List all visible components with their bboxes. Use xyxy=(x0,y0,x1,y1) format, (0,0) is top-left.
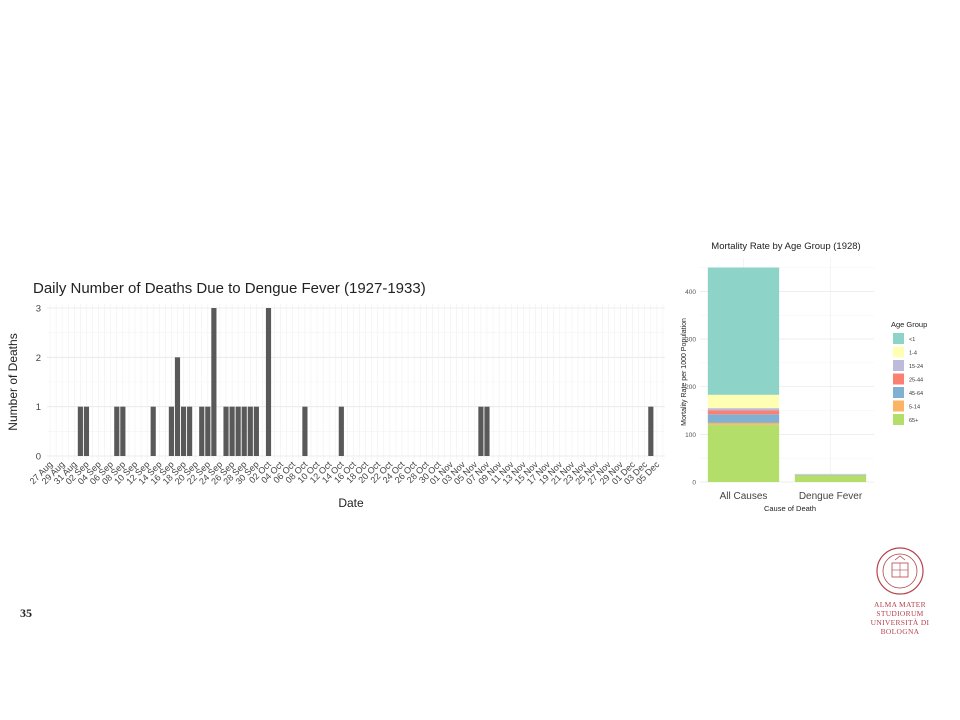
legend-label: 25-44 xyxy=(909,378,923,384)
legend-swatch xyxy=(893,333,904,344)
daily-death-bar xyxy=(180,406,187,456)
daily-death-bar xyxy=(241,406,247,456)
y-tick-label: 0 xyxy=(36,452,41,463)
mortality-by-age-chart: Mortality Rate by Age Group (1928) Morta… xyxy=(681,241,927,513)
mortality-chart-ylabel: Mortality Rate per 1000 Population xyxy=(681,318,688,426)
legend-label: 45-64 xyxy=(909,391,923,397)
legend-label: 65+ xyxy=(909,418,918,424)
daily-death-bar xyxy=(83,406,90,456)
y-tick-label: 2 xyxy=(36,353,41,364)
daily-death-bar xyxy=(302,406,308,456)
daily-death-bar xyxy=(235,406,241,456)
stacked-segment xyxy=(707,394,780,409)
legend-swatch xyxy=(893,346,904,358)
page-number: 35 xyxy=(20,606,32,620)
daily-chart-xlabel: Date xyxy=(338,496,364,510)
daily-death-bar xyxy=(648,406,654,456)
daily-death-bar xyxy=(223,406,229,456)
y-tick-label: 0 xyxy=(692,480,696,487)
daily-death-bar xyxy=(168,406,174,456)
legend-label: <1 xyxy=(909,337,915,343)
daily-death-bar xyxy=(150,406,156,456)
daily-deaths-chart: Daily Number of Deaths Due to Dengue Fev… xyxy=(6,280,665,510)
stacked-segment xyxy=(794,475,867,482)
daily-death-bar xyxy=(120,406,126,456)
daily-chart-grid xyxy=(47,304,665,460)
stacked-segment xyxy=(707,267,780,395)
mortality-chart-xticks: All Causes Dengue Fever xyxy=(720,491,863,502)
mortality-chart-yticks: 0 100 200 300 400 xyxy=(685,289,696,487)
daily-death-bar xyxy=(484,406,490,456)
x-tick-label: Dengue Fever xyxy=(799,491,863,502)
university-logo: ALMA MATER STUDIORUM UNIVERSITÀ DI BOLOG… xyxy=(852,546,948,636)
daily-death-bar xyxy=(247,406,253,456)
daily-chart-yticks: 0 1 2 3 xyxy=(36,304,41,463)
daily-chart-title: Daily Number of Deaths Due to Dengue Fev… xyxy=(33,280,426,297)
mortality-chart-title: Mortality Rate by Age Group (1928) xyxy=(711,241,860,252)
legend-swatch xyxy=(893,373,904,385)
y-tick-label: 100 xyxy=(685,432,696,439)
legend-label: 1-4 xyxy=(909,351,917,357)
mortality-chart-bars xyxy=(707,267,867,482)
daily-death-bar xyxy=(174,357,181,456)
daily-death-bar xyxy=(199,406,205,456)
daily-death-bar xyxy=(114,406,120,456)
legend-label: 5-14 xyxy=(909,405,920,411)
mortality-chart-xlabel: Cause of Death xyxy=(764,504,816,513)
y-tick-label: 300 xyxy=(685,337,696,344)
legend-swatch xyxy=(893,400,904,412)
daily-death-bar xyxy=(205,406,211,456)
legend-label: 15-24 xyxy=(909,364,923,370)
daily-death-bar xyxy=(229,406,235,456)
stacked-segment xyxy=(707,410,780,415)
logo-line-2: UNIVERSITÀ DI BOLOGNA xyxy=(870,618,930,636)
y-tick-label: 1 xyxy=(36,402,41,413)
daily-death-bar xyxy=(187,406,193,456)
university-seal-icon xyxy=(876,547,924,595)
daily-death-bar xyxy=(478,406,484,456)
legend-title: Age Group xyxy=(891,320,927,329)
daily-chart-ylabel: Number of Deaths xyxy=(6,333,20,430)
daily-death-bar xyxy=(77,406,83,456)
legend-swatch xyxy=(893,387,904,398)
legend-swatch xyxy=(893,414,904,425)
y-tick-label: 200 xyxy=(685,384,696,391)
daily-death-bar xyxy=(338,406,344,456)
y-tick-label: 400 xyxy=(685,289,696,296)
y-tick-label: 3 xyxy=(36,304,41,315)
stacked-segment xyxy=(707,424,780,482)
stacked-segment xyxy=(707,422,780,425)
legend-swatch xyxy=(893,360,904,371)
mortality-chart-legend: Age Group <1 1-4 15-24 25-44 45-64 5-14 65+ xyxy=(891,320,927,425)
daily-death-bar xyxy=(265,308,272,456)
daily-death-bar xyxy=(253,406,259,456)
daily-chart-bars xyxy=(77,308,654,456)
x-tick-label: All Causes xyxy=(720,491,768,502)
logo-line-1: ALMA MATER STUDIORUM xyxy=(874,600,926,618)
stacked-segment xyxy=(707,408,780,411)
stacked-segment xyxy=(707,414,780,423)
daily-death-bar xyxy=(211,308,217,456)
